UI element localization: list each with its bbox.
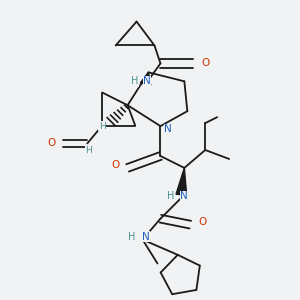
Text: H: H (85, 146, 92, 155)
Text: H: H (131, 76, 139, 86)
Text: N: N (164, 124, 172, 134)
Text: O: O (112, 160, 120, 170)
Text: O: O (47, 138, 56, 148)
Polygon shape (176, 168, 187, 195)
Text: H: H (167, 191, 175, 201)
Text: H: H (99, 122, 106, 130)
Polygon shape (140, 72, 151, 86)
Text: N: N (181, 191, 188, 201)
Text: N: N (142, 232, 149, 242)
Text: O: O (201, 58, 209, 68)
Text: N: N (143, 76, 151, 86)
Text: O: O (198, 217, 206, 227)
Text: H: H (128, 232, 136, 242)
